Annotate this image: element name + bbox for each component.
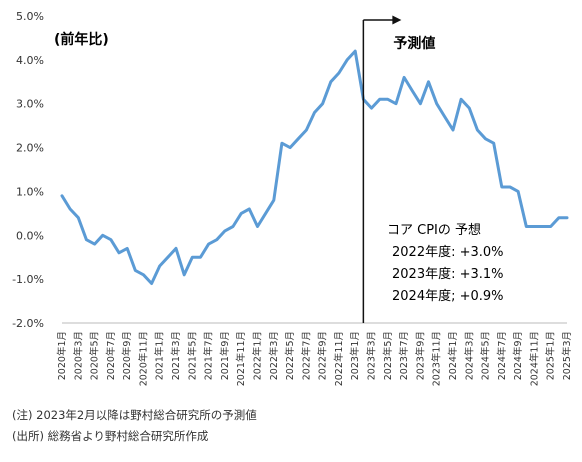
x-tick-label: 2022年11月 — [333, 331, 345, 386]
x-tick-label: 2021年5月 — [186, 331, 198, 380]
x-tick-label: 2020年11月 — [137, 331, 149, 386]
x-tick-label: 2020年7月 — [105, 331, 117, 380]
y-tick-label: -2.0% — [12, 317, 44, 330]
forecast-annotation: コア CPIの 予想 2022年度: +3.0% 2023年度: +3.1% 2024… — [387, 222, 504, 304]
x-tick-label: 2024年3月 — [463, 331, 475, 380]
x-tick-label: 2020年9月 — [121, 331, 133, 380]
x-tick-label: 2022年3月 — [268, 331, 280, 380]
y-tick-label: 0.0% — [16, 229, 44, 242]
y-tick-label: 2.0% — [16, 142, 44, 155]
x-tick-label: 2023年9月 — [414, 331, 426, 380]
annotation-title: コア CPIの 予想 — [387, 222, 481, 238]
forecast-label: 予測値 — [393, 35, 435, 52]
x-tick-label: 2021年9月 — [219, 331, 231, 380]
x-tick-label: 2021年7月 — [203, 331, 215, 380]
x-tick-label: 2024年5月 — [480, 331, 492, 380]
annotation-line: 2024年度; +0.9% — [392, 288, 504, 304]
y-axis-tick-labels: 5.0% 4.0% 3.0% 2.0% 1.0% 0.0% -1.0% -2.0% — [12, 10, 44, 330]
y-tick-label: 1.0% — [16, 185, 44, 198]
x-tick-label: 2024年7月 — [496, 331, 508, 380]
x-tick-label: 2023年5月 — [382, 331, 394, 380]
annotation-line: 2023年度: +3.1% — [392, 266, 504, 282]
source-note: (出所) 総務省より野村総合研究所作成 — [12, 429, 209, 443]
forecast-arrowhead — [392, 15, 402, 25]
y-axis-label: (前年比) — [54, 31, 109, 48]
x-tick-label: 2021年3月 — [170, 331, 182, 380]
x-tick-label: 2024年9月 — [512, 331, 524, 380]
x-tick-label: 2020年5月 — [89, 331, 101, 380]
y-tick-label: 5.0% — [16, 10, 44, 23]
x-tick-label: 2022年1月 — [251, 331, 263, 380]
annotation-line: 2022年度: +3.0% — [392, 244, 504, 260]
x-tick-label: 2023年3月 — [366, 331, 378, 380]
x-tick-label: 2020年3月 — [72, 331, 84, 380]
x-tick-label: 2021年1月 — [154, 331, 166, 380]
series-line — [60, 49, 569, 285]
y-tick-label: 3.0% — [16, 98, 44, 111]
footnote: (注) 2023年2月以降は野村総合研究所の予測値 — [12, 408, 257, 422]
x-tick-label: 2021年11月 — [235, 331, 247, 386]
x-tick-label: 2025年3月 — [561, 331, 573, 380]
x-tick-label: 2024年11月 — [528, 331, 540, 386]
x-tick-label: 2020年1月 — [56, 331, 68, 380]
x-tick-label: 2023年11月 — [431, 331, 443, 386]
y-tick-label: 4.0% — [16, 54, 44, 67]
x-tick-label: 2022年7月 — [300, 331, 312, 380]
x-tick-label: 2022年9月 — [317, 331, 329, 380]
x-tick-label: 2023年7月 — [398, 331, 410, 380]
x-tick-label: 2023年1月 — [349, 331, 361, 380]
x-tick-label: 2024年1月 — [447, 331, 459, 380]
x-axis-tick-labels: 2020年1月 2020年3月 2020年5月 2020年7月 2020年9月 2020年… — [56, 331, 573, 386]
y-tick-label: -1.0% — [12, 273, 44, 286]
x-tick-label: 2025年1月 — [545, 331, 557, 380]
x-tick-label: 2022年5月 — [284, 331, 296, 380]
